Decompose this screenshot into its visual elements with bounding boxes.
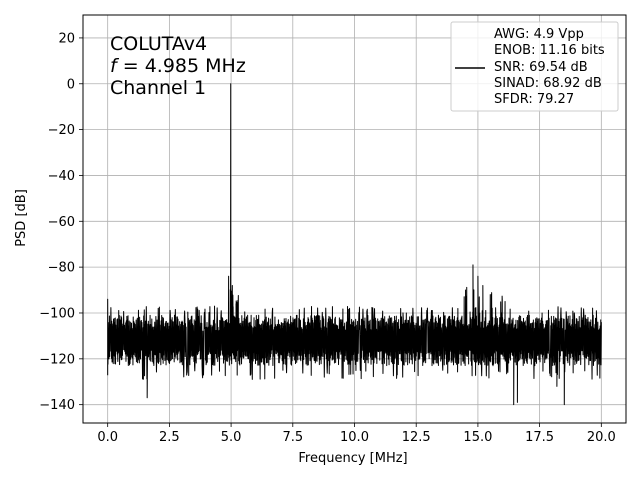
annotation-box: COLUTAv4 f = 4.985 MHz Channel 1 — [110, 33, 246, 99]
y-tick-label: −120 — [39, 352, 75, 367]
legend-sfdr: SFDR: 79.27 — [494, 92, 574, 107]
legend-box — [450, 21, 619, 112]
x-tick-label: 5.0 — [221, 430, 242, 445]
y-tick-label: −80 — [48, 261, 75, 276]
x-tick-label: 2.5 — [159, 430, 180, 445]
annotation-f-symbol: f — [110, 55, 120, 77]
annotation-frequency: f = 4.985 MHz — [110, 55, 246, 77]
x-tick-label: 20.0 — [587, 430, 616, 445]
y-axis-label: PSD [dB] — [14, 189, 29, 247]
x-tick-label: 17.5 — [525, 430, 554, 445]
legend-awg: AWG: 4.9 Vpp — [494, 27, 584, 42]
psd-series-line — [107, 83, 602, 406]
y-tick-label: −60 — [48, 215, 75, 230]
x-tick-label: 15.0 — [463, 430, 492, 445]
legend-enob: ENOB: 11.16 bits — [494, 43, 605, 58]
annotation-channel: Channel 1 — [110, 77, 206, 99]
x-axis-label: Frequency [MHz] — [298, 451, 407, 466]
y-tick-label: 20 — [58, 31, 75, 46]
legend: AWG: 4.9 Vpp ENOB: 11.16 bits SNR: 69.54… — [450, 21, 619, 112]
y-tick-label: −40 — [48, 169, 75, 184]
x-tick-label: 0.0 — [97, 430, 118, 445]
x-tick-label: 7.5 — [282, 430, 303, 445]
psd-trace — [107, 83, 602, 406]
x-tick-label: 10.0 — [340, 430, 369, 445]
annotation-frequency-value: = 4.985 MHz — [123, 55, 246, 77]
x-tick-label: 12.5 — [402, 430, 431, 445]
annotation-device: COLUTAv4 — [110, 33, 207, 55]
y-tick-label: −20 — [48, 123, 75, 138]
y-tick-label: −100 — [39, 306, 75, 321]
y-tick-label: −140 — [39, 398, 75, 413]
legend-snr: SNR: 69.54 dB — [494, 60, 588, 75]
axis-ticks: 0.0 2.5 5.0 7.5 10.0 12.5 15.0 17.5 20.0 20 0 −20 −4… — [39, 31, 616, 445]
y-tick-label: 0 — [67, 77, 75, 92]
legend-sinad: SINAD: 68.92 dB — [494, 76, 602, 91]
